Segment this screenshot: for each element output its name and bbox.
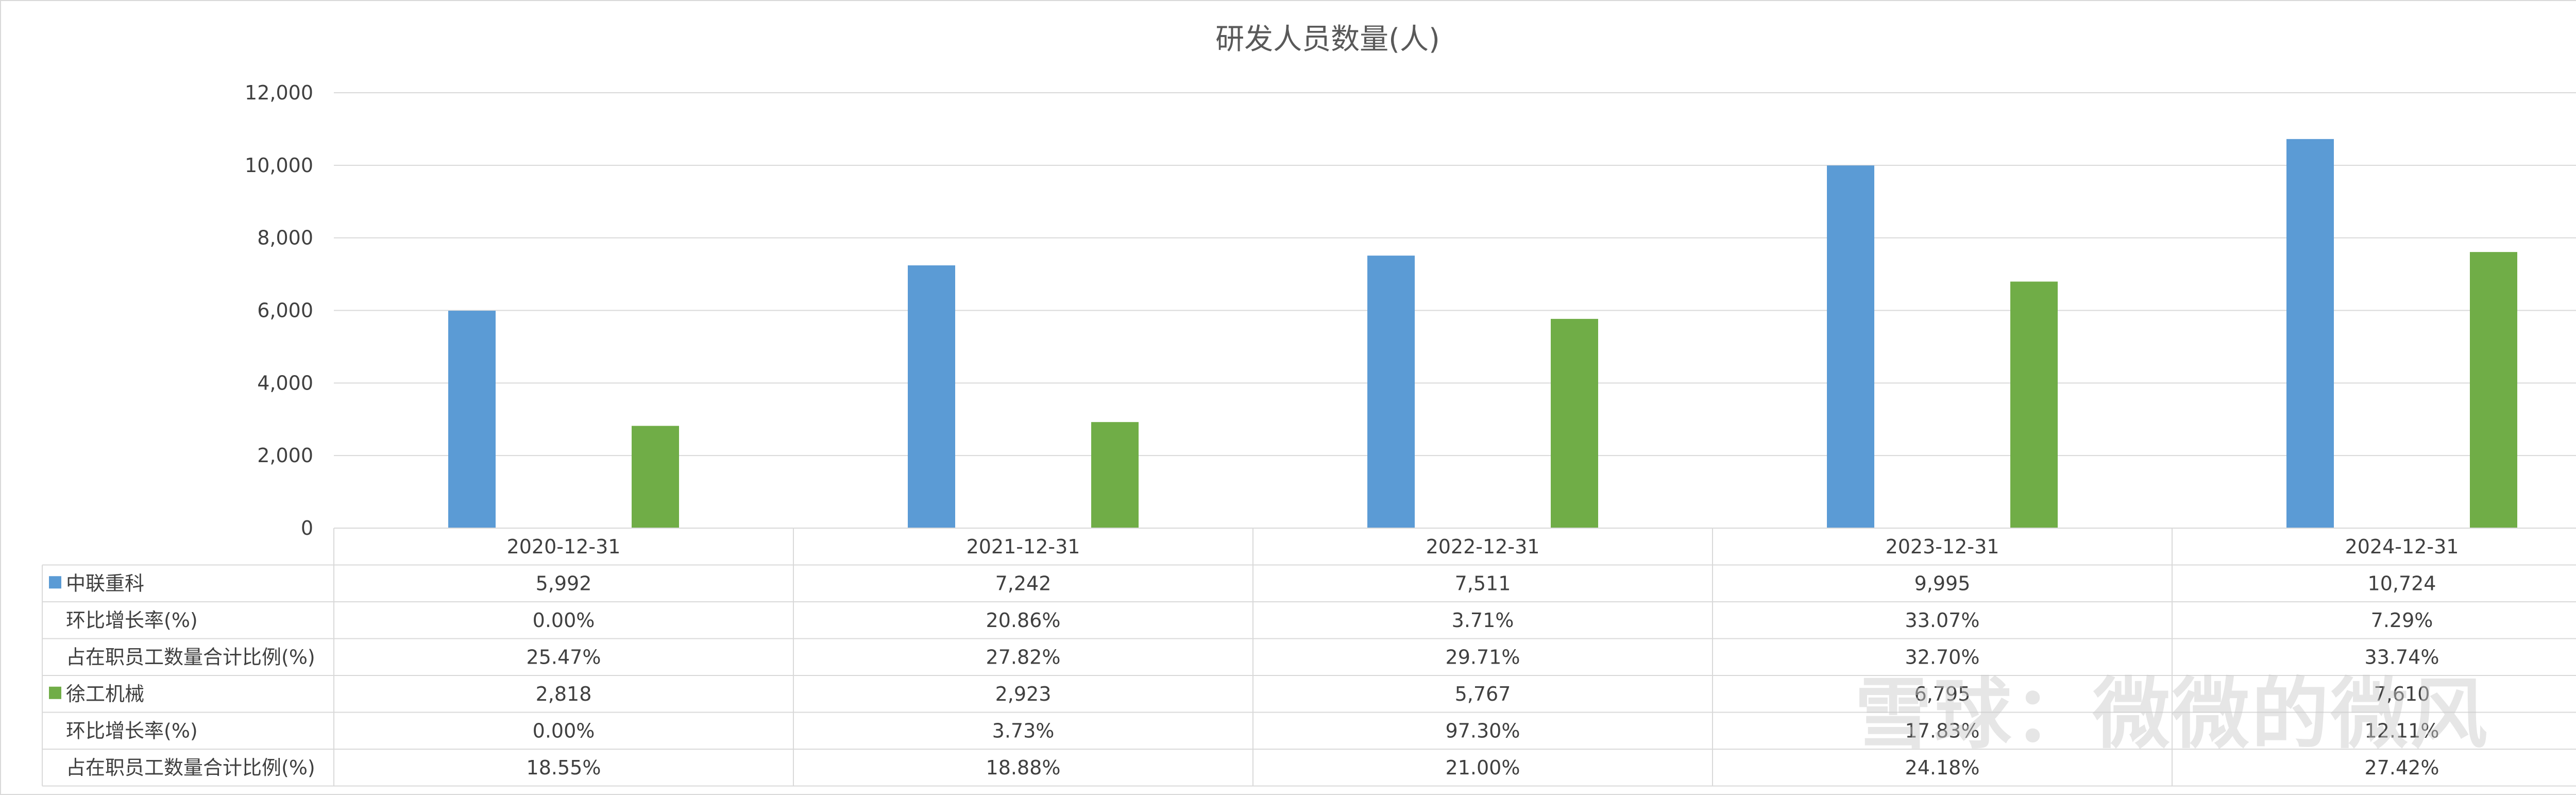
table-cell: 3.71% — [1452, 609, 1514, 632]
x-tick-label: 2020-12-31 — [507, 535, 621, 558]
row-label: 环比增长率(%) — [66, 719, 198, 742]
table-cell: 27.82% — [986, 646, 1061, 668]
table-cell: 27.42% — [2365, 756, 2439, 779]
table-cell: 33.07% — [1905, 609, 1980, 632]
table-cell: 17.83% — [1905, 719, 1980, 742]
watermark: 雪球：微微的微风 — [1855, 670, 2490, 759]
table-cell: 7.29% — [2371, 609, 2433, 632]
bar-xcmg — [632, 426, 679, 528]
row-label: 占在职员工数量合计比例(%) — [66, 756, 315, 779]
bar-xcmg — [1091, 422, 1139, 528]
table-cell: 0.00% — [533, 609, 595, 632]
table-cell: 97.30% — [1446, 719, 1520, 742]
bar-zoomlion — [1367, 256, 1415, 528]
x-tick-label: 2023-12-31 — [1886, 535, 1999, 558]
x-tick-label: 2022-12-31 — [1426, 535, 1540, 558]
table-cell: 29.71% — [1446, 646, 1520, 668]
bar-zoomlion — [908, 265, 955, 528]
legend-entry: 中联重科 — [66, 572, 144, 595]
bar-xcmg — [2470, 252, 2517, 529]
y-axis: 0 2,000 4,000 6,000 8,000 10,000 12,000 — [245, 81, 313, 539]
x-tick-label: 2024-12-31 — [2345, 535, 2459, 558]
bars — [448, 139, 2517, 529]
x-tick-label: 2021-12-31 — [967, 535, 1080, 558]
bar-xcmg — [1551, 318, 1598, 528]
legend-key — [49, 686, 61, 699]
data-label: 5,992 — [536, 572, 592, 595]
table-cell: 32.70% — [1905, 646, 1980, 668]
row-label: 环比增长率(%) — [66, 609, 198, 632]
legend-entry: 徐工机械 — [66, 683, 144, 705]
table-cell: 33.74% — [2365, 646, 2439, 668]
bar-zoomlion — [448, 311, 496, 528]
data-label: 6,795 — [1914, 683, 1971, 705]
data-label: 2,923 — [995, 683, 1052, 705]
table-cell: 18.88% — [986, 756, 1061, 779]
data-label: 5,767 — [1455, 683, 1511, 705]
table-cell: 12.11% — [2365, 719, 2439, 742]
y-tick-label: 2,000 — [257, 444, 313, 467]
y-tick-label: 10,000 — [245, 154, 313, 177]
table-cell: 18.55% — [527, 756, 601, 779]
data-label: 7,242 — [995, 572, 1052, 595]
bar-xcmg — [2010, 281, 2058, 528]
table-cell: 25.47% — [527, 646, 601, 668]
y-tick-label: 0 — [301, 517, 313, 539]
y-tick-label: 6,000 — [257, 299, 313, 322]
data-label: 9,995 — [1914, 572, 1971, 595]
bar-zoomlion — [1827, 165, 1874, 528]
data-label: 2,818 — [536, 683, 592, 705]
table-cell: 3.73% — [992, 719, 1055, 742]
data-table: 2020-12-31 2021-12-31 2022-12-31 2023-12-31… — [42, 528, 2576, 787]
legend-key — [49, 576, 61, 589]
chart-title: 研发人员数量(人) — [1215, 23, 1440, 56]
y-tick-label: 12,000 — [245, 81, 313, 104]
y-tick-label: 4,000 — [257, 371, 313, 394]
bar-zoomlion — [2286, 139, 2334, 528]
table-cell: 20.86% — [986, 609, 1061, 632]
table-cell: 24.18% — [1905, 756, 1980, 779]
table-cell: 0.00% — [533, 719, 595, 742]
table-cell: 21.00% — [1446, 756, 1520, 779]
data-label: 7,511 — [1455, 572, 1511, 595]
data-label: 7,610 — [2374, 683, 2430, 705]
y-tick-label: 8,000 — [257, 227, 313, 249]
data-label: 10,724 — [2368, 572, 2436, 595]
row-label: 占在职员工数量合计比例(%) — [66, 646, 315, 668]
